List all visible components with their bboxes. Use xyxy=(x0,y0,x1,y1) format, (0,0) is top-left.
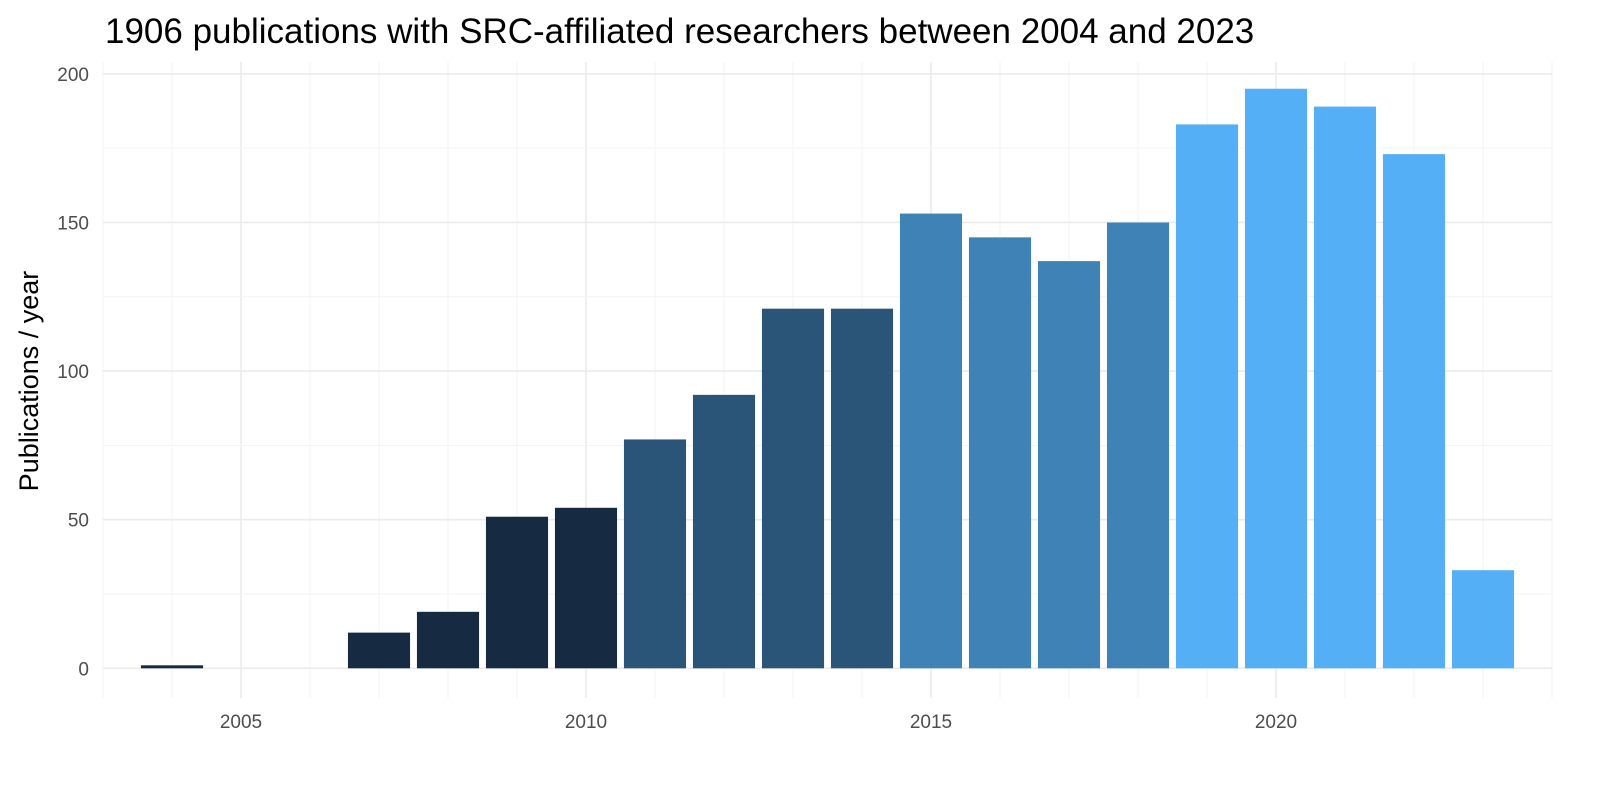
bar-2017 xyxy=(1037,261,1101,669)
y-axis-ticks: 0 50 100 150 200 xyxy=(57,65,89,680)
x-tick-label: 2020 xyxy=(1255,712,1297,733)
x-tick-label: 2005 xyxy=(220,712,262,733)
y-tick-label: 200 xyxy=(57,65,89,86)
bar-2016 xyxy=(968,237,1032,669)
x-axis-ticks: 2005 2010 2015 2020 xyxy=(220,712,1297,733)
bar-2013 xyxy=(761,308,825,669)
bar-2007 xyxy=(347,632,411,669)
bar-2020 xyxy=(1244,88,1308,669)
bar-2021 xyxy=(1313,106,1377,669)
bar-2019 xyxy=(1175,124,1239,669)
y-axis-label: Publications / year xyxy=(14,271,44,492)
bar-2009 xyxy=(485,516,549,669)
x-tick-label: 2015 xyxy=(910,712,952,733)
bar-2018 xyxy=(1106,222,1170,669)
bar-2008 xyxy=(416,611,480,669)
bar-2012 xyxy=(692,394,756,669)
y-tick-label: 0 xyxy=(78,659,89,680)
bar-2023 xyxy=(1451,570,1515,669)
y-tick-label: 50 xyxy=(68,511,89,532)
bar-2015 xyxy=(899,213,963,669)
x-tick-label: 2010 xyxy=(565,712,607,733)
bar-2010 xyxy=(554,507,618,669)
bar-2004 xyxy=(140,665,204,669)
y-tick-label: 100 xyxy=(57,362,89,383)
y-tick-label: 150 xyxy=(57,213,89,234)
bar-2014 xyxy=(830,308,894,669)
bar-2022 xyxy=(1382,154,1446,669)
bar-2011 xyxy=(623,439,687,669)
chart-title: 1906 publications with SRC-affiliated re… xyxy=(105,12,1254,51)
bars xyxy=(140,88,1515,669)
